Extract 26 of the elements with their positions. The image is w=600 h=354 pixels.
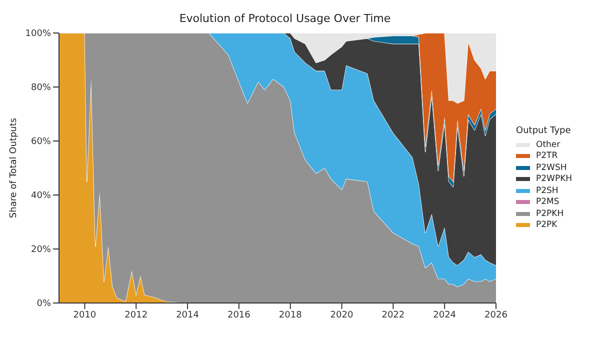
legend-label: P2WPKH [536, 174, 572, 184]
x-tick-label: 2016 [227, 310, 251, 320]
y-tick-label: 80% [30, 83, 52, 94]
legend-label: P2TR [536, 151, 558, 162]
legend-label: P2WSH [536, 162, 567, 173]
y-tick-label: 100% [25, 29, 52, 40]
legend-label: P2PKH [536, 208, 564, 219]
x-tick-label: 2012 [124, 310, 148, 320]
legend-title: Output Type [516, 126, 572, 136]
y-tick-label: 40% [30, 191, 52, 202]
y-tick-label: 60% [30, 137, 52, 148]
legend-label: Other [536, 140, 560, 150]
legend-label: P2PK [536, 220, 558, 230]
y-tick-label: 20% [30, 245, 52, 256]
x-tick-label: 2026 [484, 310, 508, 320]
x-tick-label: 2022 [382, 310, 405, 320]
x-tick-label: 2010 [73, 310, 96, 320]
y-tick-label: 0% [36, 299, 52, 310]
y-axis-title: Share of Total Outputs [9, 118, 20, 218]
x-tick-label: 2014 [176, 310, 200, 320]
x-tick-label: 2024 [433, 310, 456, 320]
legend-label: P2MS [536, 197, 560, 208]
x-tick-label: 2018 [278, 310, 302, 320]
legend-label: P2SH [536, 186, 558, 196]
x-tick-label: 2020 [330, 310, 354, 320]
chart-title: Evolution of Protocol Usage Over Time [178, 12, 392, 25]
